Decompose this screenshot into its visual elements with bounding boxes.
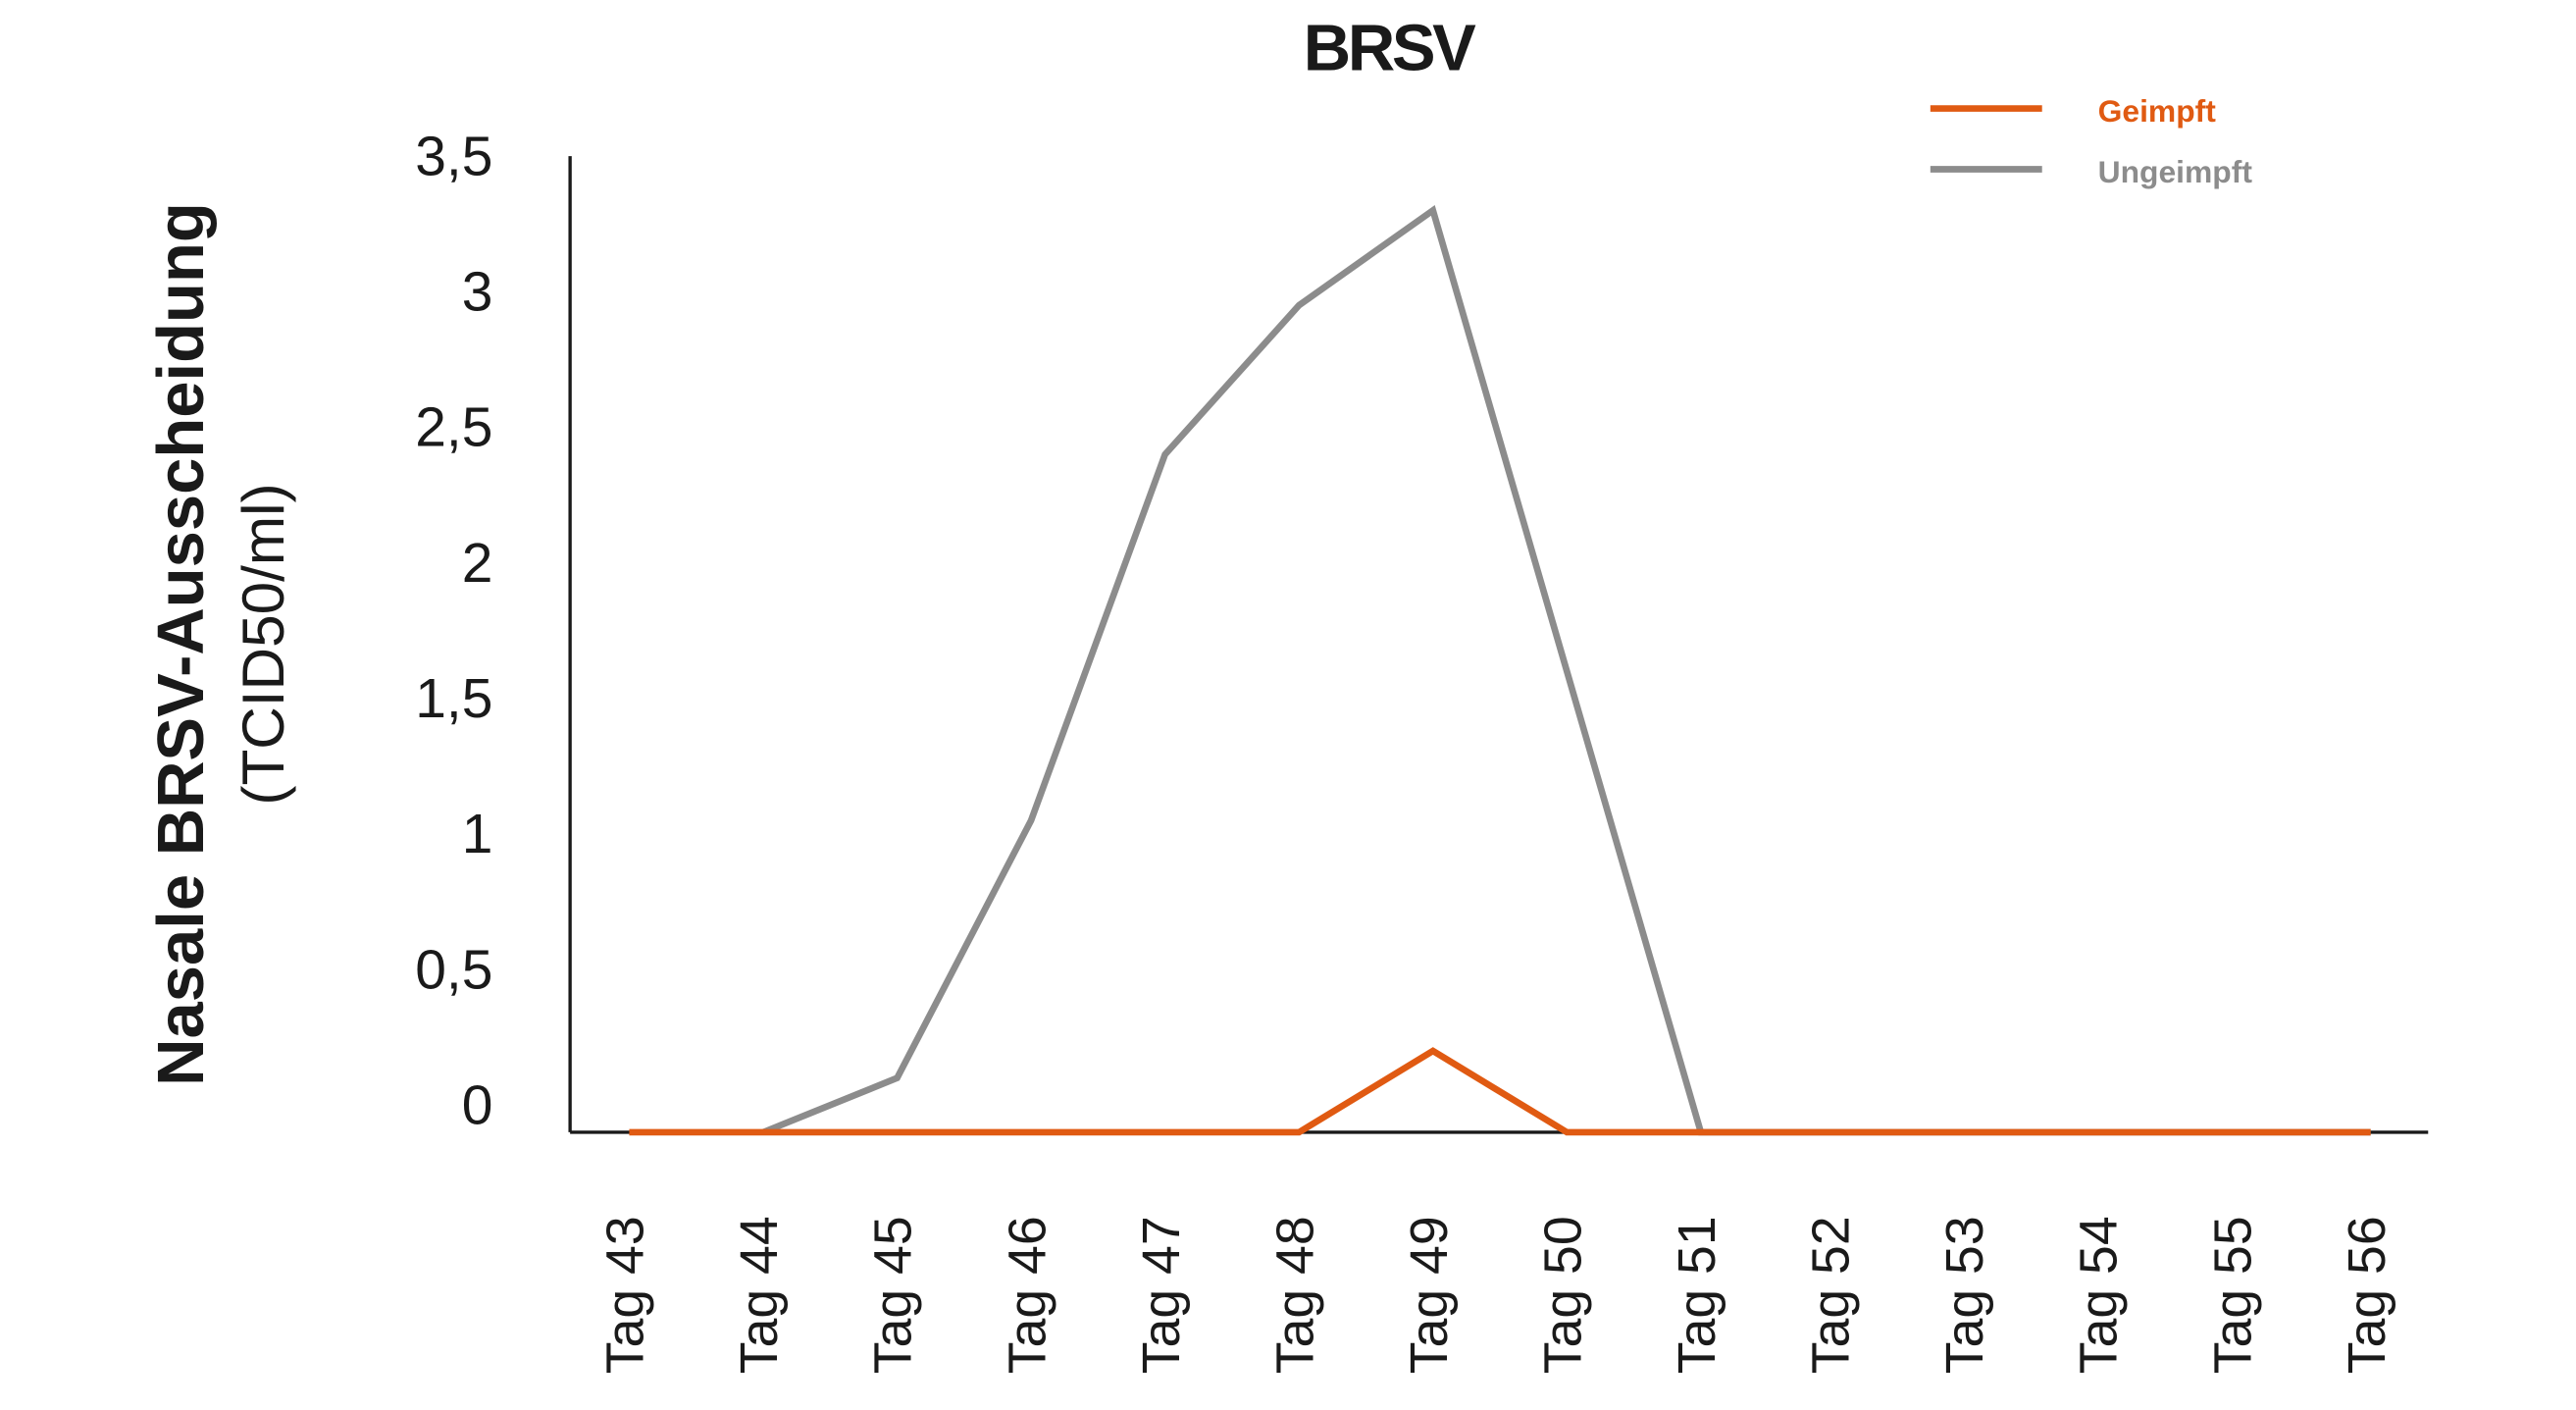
x-tick-label: Tag 54 xyxy=(2070,1216,2129,1374)
y-tick-label: 3,5 xyxy=(415,125,492,187)
legend-label: Geimpft xyxy=(2098,93,2217,129)
chart-title: BRSV xyxy=(1304,11,1476,84)
legend-label: Ungeimpft xyxy=(2098,154,2253,189)
y-tick-label: 2,5 xyxy=(415,396,492,459)
x-tick-label: Tag 48 xyxy=(1265,1216,1324,1374)
y-tick-label: 3 xyxy=(462,261,493,324)
x-tick-label: Tag 51 xyxy=(1668,1216,1726,1374)
y-axis-label: Nasale BRSV-Ausscheidung xyxy=(144,202,218,1086)
y-tick-label: 1,5 xyxy=(415,667,492,730)
x-tick-label: Tag 43 xyxy=(596,1216,655,1374)
data-line xyxy=(629,1047,2371,1136)
x-tick-label: Tag 44 xyxy=(730,1216,789,1374)
x-tick-label: Tag 45 xyxy=(864,1216,923,1374)
y-tick-label: 2 xyxy=(462,532,493,595)
x-tick-label: Tag 55 xyxy=(2203,1216,2262,1374)
x-tick-label: Tag 56 xyxy=(2338,1216,2396,1374)
x-tick-label: Tag 52 xyxy=(1802,1216,1861,1374)
x-tick-label: Tag 47 xyxy=(1132,1216,1191,1374)
x-tick-label: Tag 49 xyxy=(1400,1216,1459,1374)
data-line xyxy=(761,204,2371,1136)
y-tick-label: 0 xyxy=(462,1074,493,1137)
y-axis-label: (TCID50/ml) xyxy=(230,483,296,805)
x-tick-label: Tag 50 xyxy=(1533,1216,1592,1374)
y-tick-label: 0,5 xyxy=(415,938,492,1001)
x-tick-label: Tag 53 xyxy=(1935,1216,1994,1374)
y-tick-label: 1 xyxy=(462,803,493,865)
x-tick-label: Tag 46 xyxy=(998,1216,1056,1374)
